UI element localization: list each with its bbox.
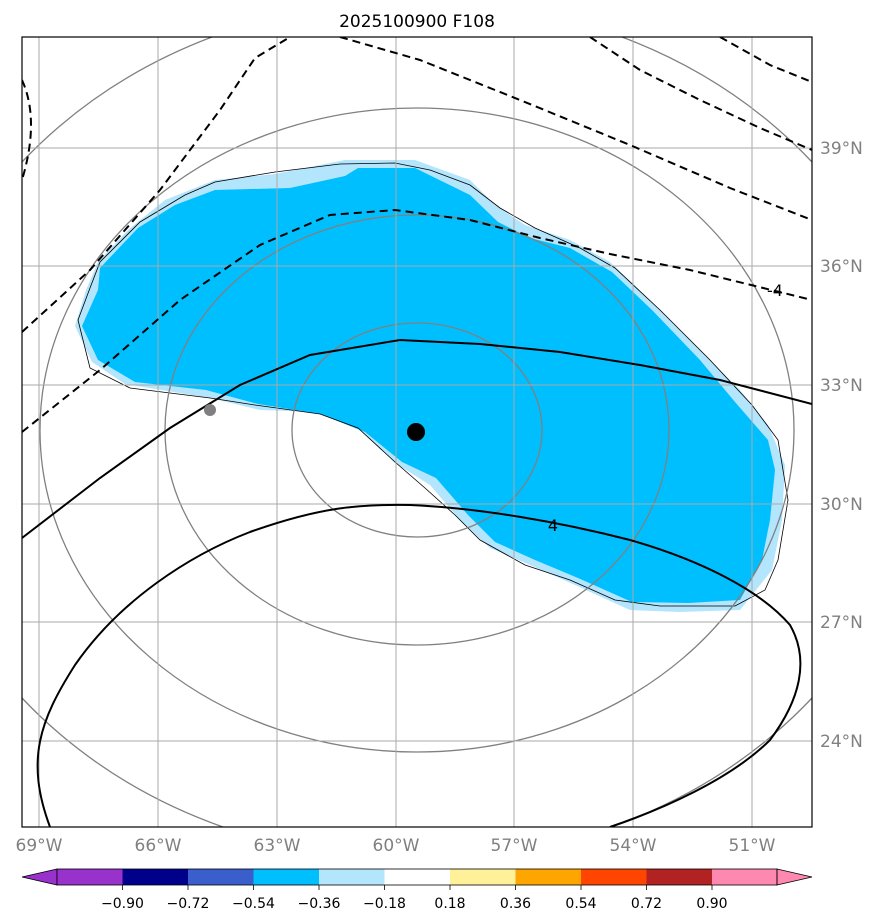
colorbar-swatch <box>581 869 647 885</box>
positive-contour <box>36 503 802 827</box>
lon-label: 54°W <box>610 836 657 856</box>
colorbar-swatch <box>712 869 777 885</box>
colorbar-swatch <box>384 869 450 885</box>
lat-label: 39°N <box>820 139 863 159</box>
colorbar-tick-label: 0.72 <box>631 896 662 912</box>
colorbar-tick-label: −0.18 <box>363 896 406 912</box>
colorbar-tick-label: 0.90 <box>696 896 727 912</box>
colorbar-tick-label: 0.18 <box>434 896 465 912</box>
lat-label: 27°N <box>820 613 863 633</box>
lat-label: 36°N <box>820 257 863 277</box>
storm-center-marker <box>407 423 425 441</box>
colorbar-swatch <box>450 869 516 885</box>
colorbar-swatch <box>253 869 319 885</box>
colorbar: −0.90 −0.72 −0.54 −0.36 −0.18 0.18 0.36 … <box>21 868 813 912</box>
colorbar-swatch <box>122 869 188 885</box>
contour-label-negative: -4 <box>767 281 783 300</box>
negative-contour <box>719 37 812 83</box>
range-ring <box>39 107 795 753</box>
negative-contour <box>22 79 32 181</box>
colorbar-swatch <box>515 869 581 885</box>
lon-label: 60°W <box>373 836 420 856</box>
colorbar-frame <box>56 868 778 886</box>
map-panel: -4 4 69°W 66°W 63°W 60°W 57°W 54°W 51°W … <box>16 36 863 856</box>
colorbar-swatch <box>319 869 385 885</box>
colorbar-ticks <box>122 885 713 890</box>
lat-label: 24°N <box>820 732 863 752</box>
lon-label: 66°W <box>135 836 182 856</box>
colorbar-extend-high <box>776 868 813 886</box>
negative-contour <box>22 37 291 333</box>
positive-contour <box>22 338 812 539</box>
contour-label-positive: 4 <box>548 516 558 535</box>
colorbar-tick-label: −0.36 <box>298 896 341 912</box>
colorbar-tick-label: 0.36 <box>500 896 531 912</box>
range-rings <box>22 37 812 827</box>
lat-label: 33°N <box>820 376 863 396</box>
negative-contours <box>22 37 812 433</box>
lon-label: 63°W <box>254 836 301 856</box>
lon-label: 57°W <box>491 836 538 856</box>
lon-label: 69°W <box>16 836 63 856</box>
map-frame <box>21 36 813 828</box>
range-ring <box>291 322 543 538</box>
lon-label: 51°W <box>729 836 776 856</box>
colorbar-tick-label: −0.72 <box>167 896 210 912</box>
colorbar-swatch <box>646 869 712 885</box>
range-ring <box>164 214 670 646</box>
figure-title: 2025100900 F108 <box>339 12 495 32</box>
colorbar-tick-label: 0.54 <box>565 896 596 912</box>
colorbar-swatch <box>57 869 123 885</box>
negative-contour <box>22 208 812 433</box>
negative-contour <box>339 37 812 221</box>
graticule <box>22 37 812 827</box>
shaded-field-outline <box>77 162 789 607</box>
colorbar-extend-low <box>21 868 58 886</box>
secondary-marker <box>204 404 216 416</box>
negative-contour <box>589 37 812 151</box>
colorbar-swatch <box>188 869 254 885</box>
lat-label: 30°N <box>820 495 863 515</box>
positive-contours <box>22 338 812 827</box>
colorbar-tick-label: −0.54 <box>232 896 275 912</box>
colorbar-tick-label: −0.90 <box>101 896 144 912</box>
